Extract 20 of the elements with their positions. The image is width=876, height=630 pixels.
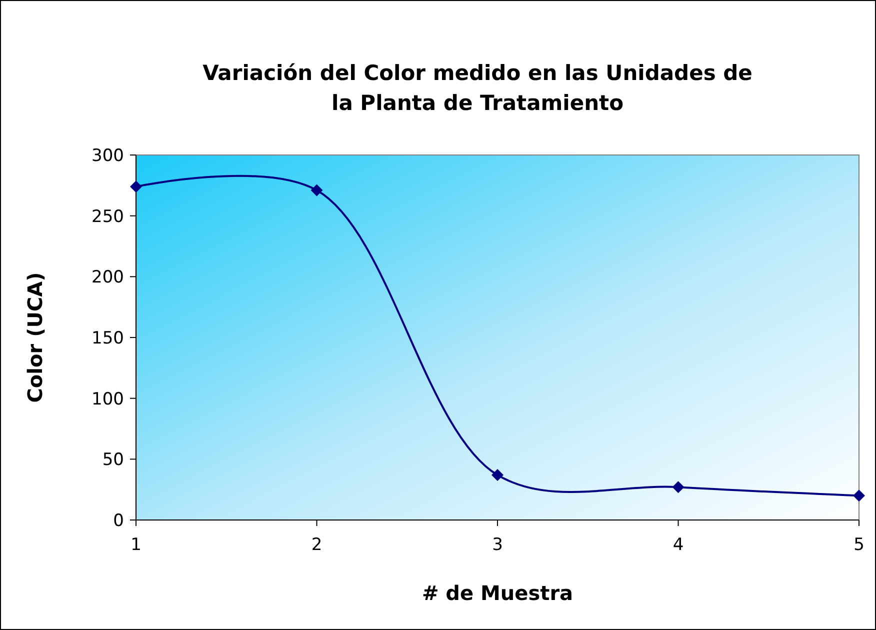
x-axis-title: # de Muestra xyxy=(422,581,574,605)
point xyxy=(853,490,865,502)
x-tick-label: 1 xyxy=(130,535,142,555)
x-tick-label: 2 xyxy=(311,535,322,555)
x-tick-label: 4 xyxy=(672,535,684,555)
point xyxy=(492,468,504,481)
point xyxy=(672,481,684,494)
chart-title: Variación del Color medido en las Unidades de la Planta de Tratamiento xyxy=(202,61,752,115)
y-tick-label: 0 xyxy=(113,511,124,531)
y-axis-title: Color (UCA) xyxy=(23,272,47,403)
point xyxy=(130,180,142,193)
y-tick-label: 100 xyxy=(92,389,124,410)
y-tick-label: 300 xyxy=(92,146,124,166)
x-tick-label: 5 xyxy=(854,535,864,555)
y-tick-label: 200 xyxy=(92,268,124,288)
y-tick-label: 50 xyxy=(102,450,124,470)
y-tick-label: 250 xyxy=(92,206,124,227)
x-tick-label: 3 xyxy=(492,535,503,555)
y-tick-label: 150 xyxy=(92,328,124,348)
point xyxy=(310,184,323,196)
